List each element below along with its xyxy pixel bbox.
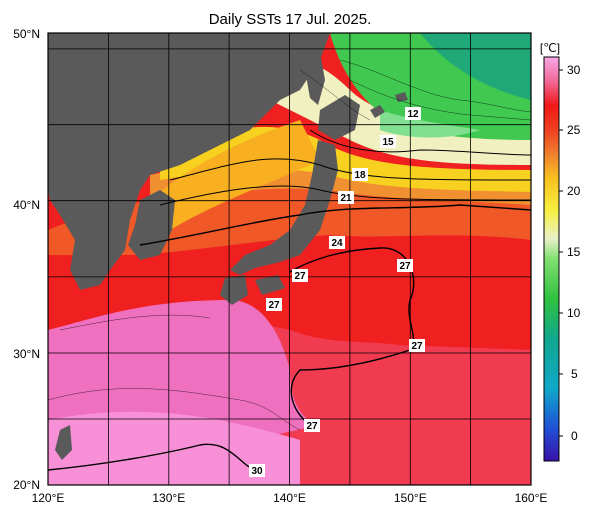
svg-text:18: 18 [354,170,366,181]
cb-tick-5: 5 [571,367,578,381]
contour-label-12: 12 [405,107,421,120]
graticule [48,33,531,485]
x-tick-130: 130°E [152,491,185,505]
y-tick-20: 20°N [13,478,40,492]
contour-lines [48,129,531,471]
cb-tick-10: 10 [567,306,581,320]
y-tick-40: 40°N [13,198,40,212]
svg-text:30: 30 [251,466,263,477]
contour-label-27-c: 27 [266,298,282,311]
svg-text:27: 27 [268,300,280,311]
x-tick-150: 150°E [394,491,427,505]
x-axis-ticks: 120°E 130°E 140°E 150°E 160°E [32,491,548,505]
x-tick-160: 160°E [515,491,548,505]
contour-label-18: 18 [352,168,368,181]
colorbar-unit: [℃] [540,41,560,55]
contour-label-27-d: 27 [409,339,425,352]
cb-tick-0: 0 [571,429,578,443]
svg-text:27: 27 [294,271,306,282]
contour-label-21: 21 [338,191,354,204]
chart-title: Daily SSTs 17 Jul. 2025. [209,11,372,28]
colorbar: [℃] 30 25 20 15 10 5 0 [540,41,581,462]
contour-label-30: 30 [249,464,265,477]
contour-label-27-b: 27 [292,269,308,282]
svg-text:12: 12 [407,109,419,120]
cb-tick-15: 15 [567,245,581,259]
land [48,33,408,460]
contour-lines-thin [48,59,531,431]
svg-text:27: 27 [411,341,423,352]
contour-label-27-e: 27 [304,419,320,432]
y-tick-30: 30°N [13,347,40,361]
colorbar-gradient [543,56,560,462]
svg-text:27: 27 [306,421,318,432]
contour-labels: 12 15 18 21 24 27 27 27 27 27 30 [249,107,425,477]
x-tick-120: 120°E [32,491,65,505]
cb-tick-25: 25 [567,123,581,137]
contour-label-27-a: 27 [397,259,413,272]
cb-tick-30: 30 [567,63,581,77]
sst-field [48,33,531,485]
svg-text:15: 15 [382,137,394,148]
svg-text:27: 27 [399,261,411,272]
svg-text:21: 21 [340,193,352,204]
x-tick-140: 140°E [273,491,306,505]
y-axis-ticks: 50°N 40°N 30°N 20°N [13,27,40,492]
contour-label-24: 24 [329,236,345,249]
y-tick-50: 50°N [13,27,40,41]
map-frame [47,32,532,486]
cb-tick-20: 20 [567,184,581,198]
contour-label-15: 15 [380,135,396,148]
svg-text:24: 24 [331,238,343,249]
